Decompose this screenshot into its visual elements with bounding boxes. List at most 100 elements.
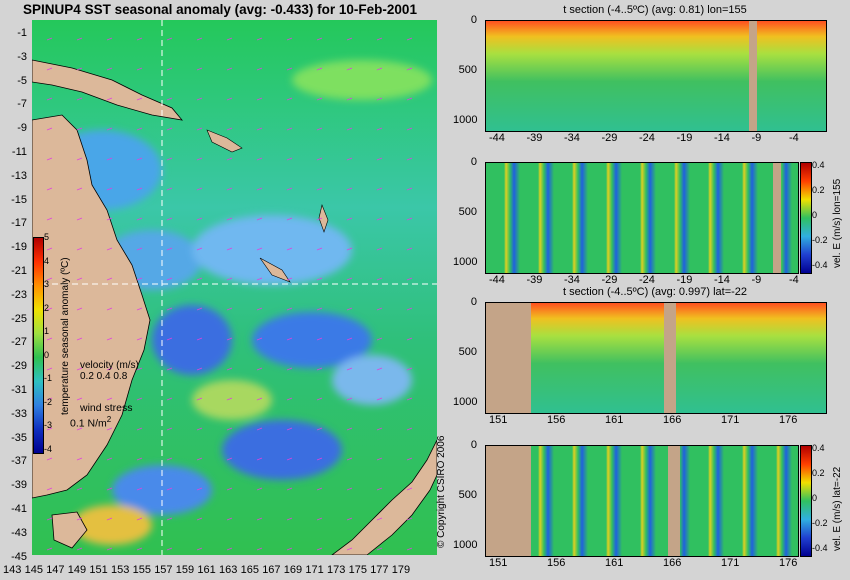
section-gap <box>749 21 757 131</box>
section-x-tick: -39 <box>526 274 543 286</box>
section-x-tick: 166 <box>663 557 682 569</box>
map-lat-tick: -11 <box>11 146 27 158</box>
map-lon-tick: 145 <box>24 564 43 576</box>
map-lon-tick: 151 <box>89 564 108 576</box>
section-depth-tick: 500 <box>458 489 477 501</box>
section-x-tick: -44 <box>489 274 505 286</box>
map-lat-tick: -27 <box>11 336 27 349</box>
section-colorbar <box>800 445 812 557</box>
map-lat-tick: -33 <box>11 407 27 420</box>
section-x-tick: 151 <box>489 557 508 569</box>
velocity-legend-values: 0.2 0.4 0.8 <box>80 371 128 382</box>
map-lon-tick: 171 <box>305 564 324 576</box>
map-lat-tick: -5 <box>17 74 27 87</box>
wind-legend-value-text: 0.1 N/m <box>70 417 107 430</box>
section-plot <box>485 162 799 274</box>
map-lon-tick: 179 <box>391 564 411 576</box>
map-lon-tick: 161 <box>197 564 216 576</box>
map-lat-tick: -41 <box>11 503 27 515</box>
section-x-tick: 151 <box>489 414 508 426</box>
map-colorbar-tick: 4 <box>44 255 50 266</box>
section-colorbar-tick: -0.2 <box>812 235 828 245</box>
map-lon-tick: 165 <box>240 564 259 576</box>
section-colorbar-tick: 0.4 <box>812 160 825 170</box>
section-depth-tick: 0 <box>470 296 477 308</box>
section-x-tick: 156 <box>547 414 566 426</box>
australia-land <box>32 114 151 499</box>
section-x-tick: -34 <box>564 132 580 144</box>
section-x-tick: -24 <box>639 132 655 144</box>
map-lon-tick: 153 <box>111 564 130 576</box>
section-x-tick: 161 <box>605 414 624 426</box>
section-depth-tick: 0 <box>470 14 477 26</box>
map-lon-tick: 169 <box>283 564 303 576</box>
section-depth-tick: 0 <box>470 439 477 451</box>
wind-legend-title: wind stress <box>80 402 133 414</box>
map-lat-tick: -17 <box>11 217 27 230</box>
section-x-tick: -24 <box>639 274 655 286</box>
panel-title: t section (-4..5ºC) (avg: 0.81) lon=155 <box>563 4 747 16</box>
map-colorbar <box>33 237 44 454</box>
section-land <box>486 446 531 556</box>
section-colorbar-tick: -0.2 <box>812 518 828 528</box>
section-x-tick: 166 <box>663 414 682 426</box>
anomaly-blobs <box>42 60 432 545</box>
map-colorbar-tick: 0 <box>44 349 50 360</box>
section-depth-tick: 1000 <box>453 539 478 551</box>
map-lon-tick: 149 <box>67 564 87 576</box>
tasmania-land <box>51 511 88 549</box>
map-lat-tick: -1 <box>17 27 27 39</box>
section-colorbar-tick: -0.4 <box>812 543 828 553</box>
map-lat-tick: -45 <box>11 550 27 563</box>
section-colorbar-label: vel. E (m/s) lat=-22 <box>832 466 843 551</box>
section-x-tick: -19 <box>676 274 693 286</box>
section-depth-tick: 500 <box>458 64 477 76</box>
section-land <box>486 303 531 413</box>
wind-legend-value: 0.1 N/m2 <box>70 414 133 430</box>
map-lon-tick: 163 <box>219 564 238 576</box>
velocity-legend: velocity (m/s) 0.2 0.4 0.8 <box>80 360 139 382</box>
map-lon-tick: 157 <box>154 564 173 576</box>
map-lat-tick: -13 <box>11 169 27 182</box>
section-depth-tick: 1000 <box>453 396 478 408</box>
map-lon-tick: 177 <box>370 564 389 576</box>
section-colorbar-tick: 0 <box>812 493 818 503</box>
map-colorbar-tick: -3 <box>44 420 53 430</box>
map-lat-tick: -25 <box>11 312 27 325</box>
map-colorbar-tick: -2 <box>44 396 53 407</box>
section-depth-tick: 500 <box>458 206 477 218</box>
section-colorbar-label: vel. E (m/s) lon=155 <box>832 178 843 268</box>
section-plot <box>485 445 799 557</box>
map-colorbar-tick: -4 <box>44 443 53 454</box>
map-lat-tick: -7 <box>17 98 27 111</box>
map-lat-tick: -15 <box>11 193 27 206</box>
section-depth-tick: 1000 <box>453 114 478 126</box>
section-x-tick: 176 <box>779 414 798 426</box>
velocity-arrows <box>46 37 413 551</box>
section-x-tick: 156 <box>547 557 566 569</box>
map-title: SPINUP4 SST seasonal anomaly (avg: -0.43… <box>23 2 417 17</box>
section-x-tick: 171 <box>721 557 740 569</box>
map-lat-tick: -39 <box>11 479 27 492</box>
velocity-legend-title: velocity (m/s) <box>80 360 139 371</box>
sst-map <box>32 20 437 555</box>
map-lat-tick: -29 <box>11 360 27 373</box>
section-x-tick: -34 <box>564 274 580 286</box>
map-lat-tick: -21 <box>11 265 27 277</box>
section-x-tick: 171 <box>721 414 740 426</box>
section-colorbar <box>800 162 812 274</box>
section-x-tick: 176 <box>779 557 798 569</box>
section-colorbar-tick: -0.4 <box>812 260 828 270</box>
map-lat-tick: -9 <box>17 122 27 135</box>
map-colorbar-tick: 1 <box>44 326 50 336</box>
section-x-tick: -19 <box>676 132 693 144</box>
section-depth-tick: 0 <box>470 156 477 168</box>
new-caledonia-land <box>259 257 291 283</box>
section-gap <box>773 163 781 273</box>
map-lat-axis: -1 -3 -5 -7 -9 -11 -13 -15 -17 -19 -21 -23 -25 -27 -29… <box>0 0 32 580</box>
map-lon-tick: 175 <box>348 564 367 576</box>
section-plot <box>485 302 827 414</box>
copyright: © Copyright CSIRO 2006 <box>436 435 447 548</box>
wind-legend-sup: 2 <box>106 415 112 424</box>
map-lon-tick: 159 <box>175 564 195 576</box>
